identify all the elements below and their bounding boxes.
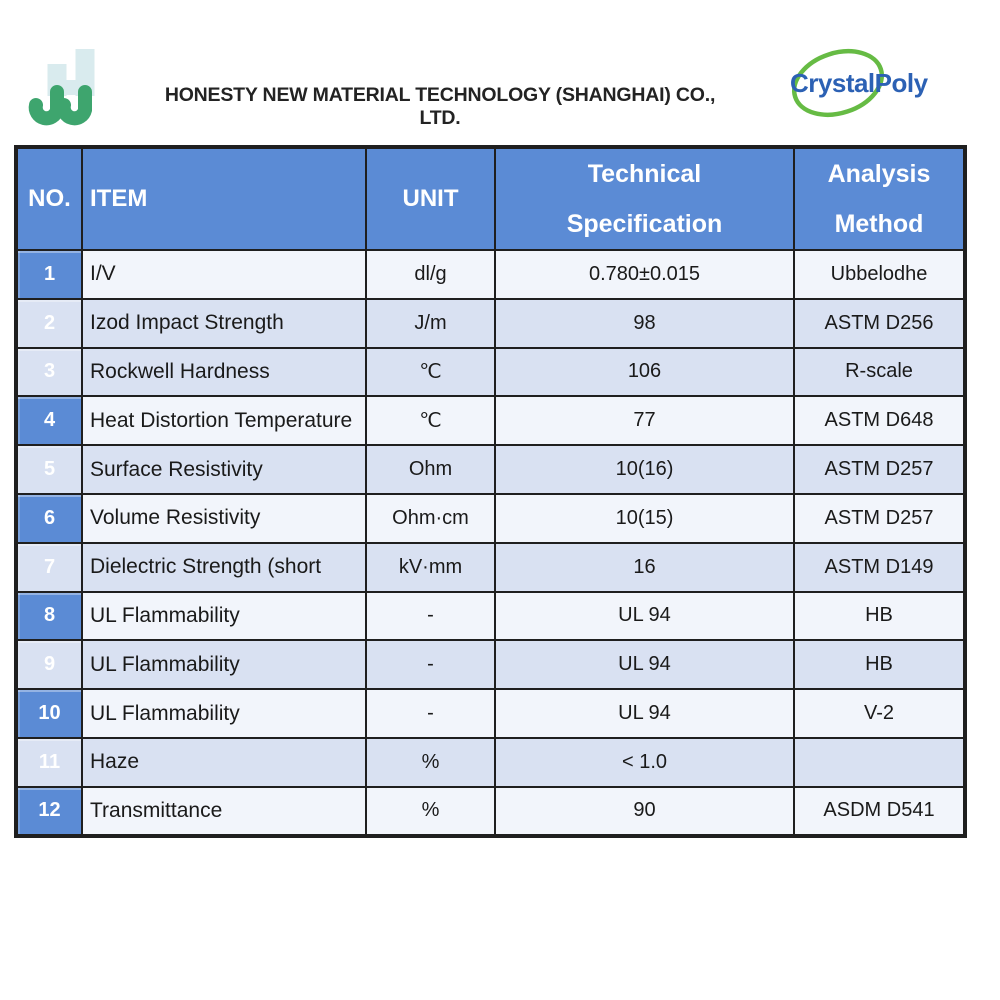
table-row: 2 Izod Impact Strength J/m 98 ASTM D256 xyxy=(15,297,966,349)
header-bar: HONESTY NEW MATERIAL TECHNOLOGY (SHANGHA… xyxy=(0,0,1000,145)
cell-spec: 106 xyxy=(494,346,795,398)
cell-spec: UL 94 xyxy=(494,590,795,642)
cell-unit: ℃ xyxy=(365,346,496,398)
brand-name: CrystalPoly xyxy=(790,68,929,98)
cell-method: HB xyxy=(793,590,966,642)
table-row: 8 UL Flammability - UL 94 HB xyxy=(15,590,966,642)
cell-method: ASTM D256 xyxy=(793,297,966,349)
cell-method: ASDM D541 xyxy=(793,785,966,837)
table-row: 4 Heat Distortion Temperature ℃ 77 ASTM … xyxy=(15,395,966,447)
col-header-no: NO. xyxy=(15,146,83,251)
cell-spec: UL 94 xyxy=(494,688,795,739)
cell-method: ASTM D257 xyxy=(793,492,966,544)
company-h-logo-icon xyxy=(28,49,95,126)
cell-unit: J/m xyxy=(365,297,496,349)
cell-method: HB xyxy=(793,639,966,691)
col-header-analysis-method: Analysis Method xyxy=(793,146,966,251)
cell-unit: % xyxy=(365,785,496,837)
cell-item: UL Flammability xyxy=(81,688,367,739)
cell-unit: kV·mm xyxy=(365,541,496,593)
table-row: 7 Dielectric Strength (short kV·mm 16 AS… xyxy=(15,541,966,593)
company-title: HONESTY NEW MATERIAL TECHNOLOGY (SHANGHA… xyxy=(164,84,716,129)
col-header-unit: UNIT xyxy=(365,146,496,251)
cell-unit: Ohm xyxy=(365,444,496,495)
tech-spec-line2: Specification xyxy=(566,210,723,238)
cell-item: UL Flammability xyxy=(81,590,367,642)
cell-spec: 16 xyxy=(494,541,795,593)
table-row: 6 Volume Resistivity Ohm·cm 10(15) ASTM … xyxy=(15,492,966,544)
cell-no: 11 xyxy=(15,736,83,788)
cell-unit: dl/g xyxy=(365,249,496,300)
cell-no: 6 xyxy=(15,492,83,544)
analysis-line1: Analysis xyxy=(827,160,931,188)
cell-spec: 98 xyxy=(494,297,795,349)
cell-no: 12 xyxy=(15,785,83,837)
table-row: 9 UL Flammability - UL 94 HB xyxy=(15,639,966,691)
cell-item: Dielectric Strength (short xyxy=(81,541,367,593)
table-row: 3 Rockwell Hardness ℃ 106 R-scale xyxy=(15,346,966,398)
table-row: 11 Haze % < 1.0 xyxy=(15,736,966,788)
crystalpoly-logo: CrystalPoly xyxy=(790,49,929,117)
cell-method: Ubbelodhe xyxy=(793,249,966,300)
cell-spec: 10(15) xyxy=(494,492,795,544)
cell-item: Heat Distortion Temperature xyxy=(81,395,367,447)
cell-spec: < 1.0 xyxy=(494,736,795,788)
cell-item: Rockwell Hardness xyxy=(81,346,367,398)
cell-unit: % xyxy=(365,736,496,788)
cell-no: 8 xyxy=(15,590,83,642)
cell-no: 7 xyxy=(15,541,83,593)
cell-unit: - xyxy=(365,639,496,691)
swoosh-icon xyxy=(791,49,885,117)
cell-spec: 10(16) xyxy=(494,444,795,495)
cell-unit: - xyxy=(365,688,496,739)
cell-item: Surface Resistivity xyxy=(81,444,367,495)
cell-unit: - xyxy=(365,590,496,642)
cell-item: Izod Impact Strength xyxy=(81,297,367,349)
cell-no: 5 xyxy=(15,444,83,495)
table-row: 12 Transmittance % 90 ASDM D541 xyxy=(15,785,966,837)
cell-no: 2 xyxy=(15,297,83,349)
cell-method: ASTM D648 xyxy=(793,395,966,447)
cell-spec: 77 xyxy=(494,395,795,447)
cell-unit: ℃ xyxy=(365,395,496,447)
cell-method: ASTM D257 xyxy=(793,444,966,495)
cell-method: ASTM D149 xyxy=(793,541,966,593)
cell-spec: UL 94 xyxy=(494,639,795,691)
tech-spec-line1: Technical xyxy=(587,160,702,188)
cell-item: Haze xyxy=(81,736,367,788)
cell-item: Volume Resistivity xyxy=(81,492,367,544)
cell-item: I/V xyxy=(81,249,367,300)
cell-spec: 90 xyxy=(494,785,795,837)
analysis-line2: Method xyxy=(834,210,924,238)
cell-no: 1 xyxy=(15,249,83,300)
cell-method xyxy=(793,736,966,788)
spec-table: NO. ITEM UNIT Technical Specification An… xyxy=(14,145,967,838)
cell-item: UL Flammability xyxy=(81,639,367,691)
table-row: 1 I/V dl/g 0.780±0.015 Ubbelodhe xyxy=(15,249,966,300)
cell-item: Transmittance xyxy=(81,785,367,837)
table-row: 10 UL Flammability - UL 94 V-2 xyxy=(15,688,966,739)
cell-unit: Ohm·cm xyxy=(365,492,496,544)
table-row: 5 Surface Resistivity Ohm 10(16) ASTM D2… xyxy=(15,444,966,495)
cell-method: R-scale xyxy=(793,346,966,398)
col-header-item: ITEM xyxy=(81,146,367,251)
table-header-row: NO. ITEM UNIT Technical Specification An… xyxy=(15,146,966,251)
cell-no: 3 xyxy=(15,346,83,398)
cell-spec: 0.780±0.015 xyxy=(494,249,795,300)
cell-no: 4 xyxy=(15,395,83,447)
col-header-technical-specification: Technical Specification xyxy=(494,146,795,251)
cell-method: V-2 xyxy=(793,688,966,739)
cell-no: 9 xyxy=(15,639,83,691)
cell-no: 10 xyxy=(15,688,83,739)
